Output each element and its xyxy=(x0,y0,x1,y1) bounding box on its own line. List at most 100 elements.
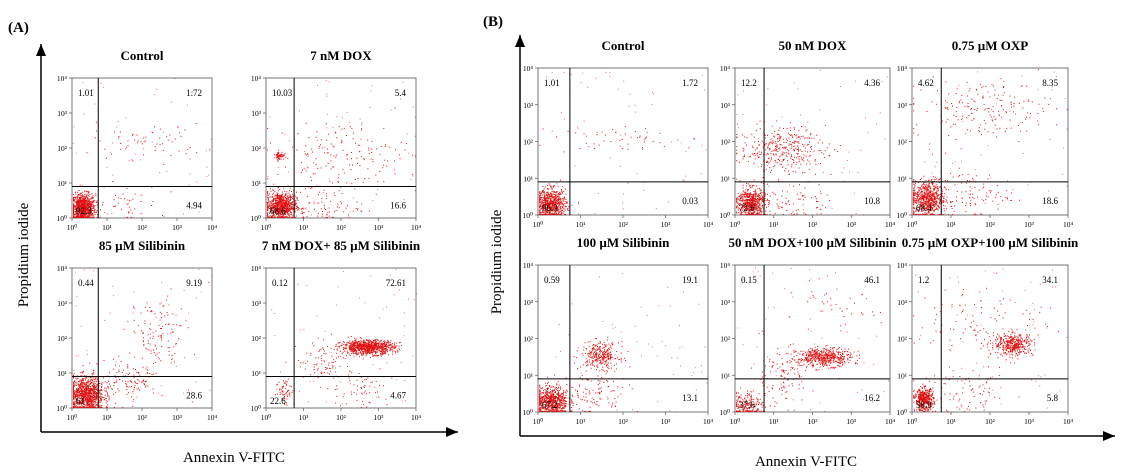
event-dot xyxy=(358,347,360,349)
event-dot xyxy=(335,357,337,359)
event-dot xyxy=(73,200,75,202)
event-dot xyxy=(75,208,77,210)
event-dot xyxy=(284,210,286,212)
event-dot xyxy=(79,214,81,216)
event-dot xyxy=(205,150,207,152)
event-dot xyxy=(321,213,323,215)
quadrant-lower-left-percent: 22.6 xyxy=(270,396,286,406)
event-dot xyxy=(82,207,84,209)
event-dot xyxy=(269,211,271,213)
event-dot xyxy=(166,170,168,172)
event-dot xyxy=(128,212,130,214)
quadrant-lower-left-percent: 92.3 xyxy=(76,206,92,216)
event-dot xyxy=(94,400,96,402)
event-dot xyxy=(396,379,398,381)
event-dot xyxy=(360,347,362,349)
event-dot xyxy=(367,345,369,347)
event-dot xyxy=(100,399,102,400)
event-dot xyxy=(92,196,94,198)
event-dot xyxy=(284,202,286,204)
event-dot xyxy=(360,377,362,379)
event-dot xyxy=(272,215,274,216)
event-dot xyxy=(75,212,77,214)
event-dot xyxy=(388,340,390,342)
event-dot xyxy=(276,157,277,159)
event-dot xyxy=(96,393,98,395)
event-dot xyxy=(413,299,415,301)
event-dot xyxy=(92,406,94,408)
event-dot xyxy=(371,349,373,351)
event-dot xyxy=(93,210,95,212)
event-dot xyxy=(82,386,84,388)
event-dot xyxy=(154,126,155,128)
event-dot xyxy=(355,341,357,343)
event-dot xyxy=(81,200,83,202)
event-dot xyxy=(313,345,315,347)
event-dot xyxy=(100,83,102,84)
event-dot xyxy=(87,389,89,391)
event-dot xyxy=(392,345,393,347)
event-dot xyxy=(142,381,144,383)
quadrant-upper-left-percent: 1.01 xyxy=(78,88,94,98)
event-dot xyxy=(276,203,278,205)
event-dot xyxy=(360,346,362,348)
event-dot xyxy=(138,379,140,381)
event-dot xyxy=(87,212,89,214)
event-dot xyxy=(376,339,378,341)
event-dot xyxy=(93,207,95,209)
event-dot xyxy=(159,172,161,174)
event-dot xyxy=(283,211,285,213)
event-dot xyxy=(365,347,367,349)
event-dot xyxy=(377,345,379,347)
event-dot xyxy=(270,203,272,205)
event-dot xyxy=(93,384,95,386)
event-dot xyxy=(373,339,374,341)
event-dot xyxy=(363,346,365,347)
event-dot xyxy=(336,116,338,118)
event-dot xyxy=(267,128,269,129)
event-dot xyxy=(127,364,129,366)
event-dot xyxy=(87,212,88,214)
event-dot xyxy=(134,381,136,383)
event-dot xyxy=(99,401,101,403)
event-dot xyxy=(84,214,86,216)
event-dot xyxy=(285,193,287,195)
event-dot xyxy=(284,154,286,156)
event-dot xyxy=(91,215,93,217)
event-dot xyxy=(82,215,84,217)
event-dot xyxy=(83,397,85,399)
event-dot xyxy=(73,398,74,400)
event-dot xyxy=(281,390,283,392)
event-dot xyxy=(78,406,80,408)
event-dot xyxy=(150,329,152,331)
event-dot xyxy=(80,396,82,398)
event-dot xyxy=(73,396,74,398)
event-dot xyxy=(97,398,99,400)
event-dot xyxy=(91,402,93,404)
event-dot xyxy=(91,396,93,398)
event-dot xyxy=(282,399,284,401)
event-dot xyxy=(307,167,309,169)
event-dot xyxy=(280,153,282,155)
event-dot xyxy=(188,312,190,314)
event-dot xyxy=(326,214,328,216)
event-dot xyxy=(84,207,86,209)
event-dot xyxy=(89,395,91,397)
event-dot xyxy=(82,216,84,218)
event-dot xyxy=(368,152,370,154)
event-dot xyxy=(338,190,340,192)
event-dot xyxy=(76,400,78,402)
event-dot xyxy=(333,349,335,351)
event-dot xyxy=(82,211,84,213)
event-dot xyxy=(290,202,292,204)
event-dot xyxy=(550,185,552,187)
event-dot xyxy=(380,339,382,341)
event-dot xyxy=(338,181,339,183)
event-dot xyxy=(74,205,76,207)
event-dot xyxy=(129,379,131,381)
event-dot xyxy=(357,344,359,346)
event-dot xyxy=(383,340,385,342)
event-dot xyxy=(361,344,363,346)
